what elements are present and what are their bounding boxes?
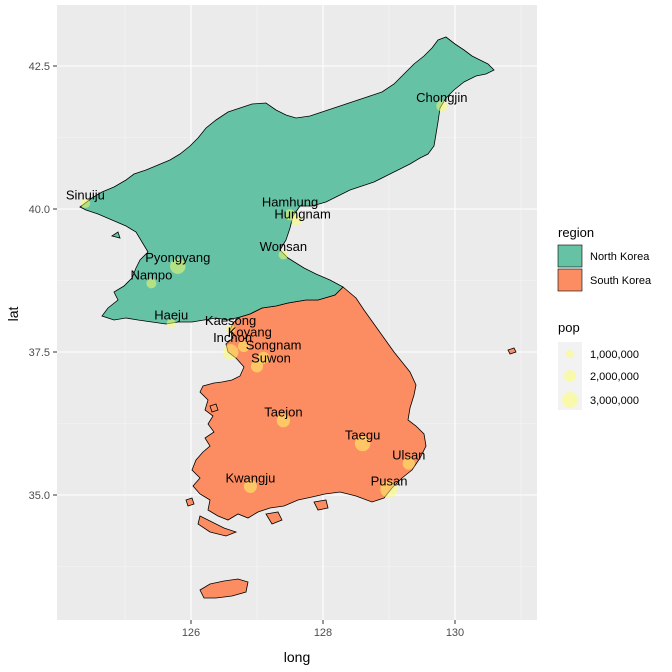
x-tick-label: 128 bbox=[314, 627, 332, 639]
city-label-hamhung: Hamhung bbox=[262, 195, 318, 210]
region-legend: region North Korea South Korea bbox=[557, 225, 652, 292]
city-point-inchon bbox=[222, 344, 239, 360]
legend-label-south-korea: South Korea bbox=[590, 275, 652, 287]
city-label-nampo: Nampo bbox=[130, 267, 172, 282]
x-axis: 126 128 130 bbox=[182, 620, 464, 639]
city-label-pyongyang: Pyongyang bbox=[145, 250, 210, 265]
city-label-ulsan: Ulsan bbox=[392, 448, 425, 463]
city-point-pyongyang bbox=[170, 258, 186, 274]
city-point-ulsan bbox=[402, 457, 415, 470]
city-point-sinuiju bbox=[80, 198, 91, 209]
city-point-koyang bbox=[237, 340, 250, 353]
city-points bbox=[80, 100, 448, 498]
y-axis-title: lat bbox=[5, 307, 21, 322]
city-point-chongjin bbox=[436, 100, 448, 112]
west-coast-islet bbox=[209, 403, 219, 413]
city-point-suwon bbox=[250, 360, 264, 373]
city-label-pusan: Pusan bbox=[371, 473, 408, 488]
south-korea-region bbox=[191, 286, 427, 521]
city-label-kwangju: Kwangju bbox=[225, 470, 275, 485]
pop-legend-label-1m: 1,000,000 bbox=[590, 349, 639, 361]
city-point-taegu bbox=[354, 435, 371, 452]
city-point-taejon bbox=[276, 413, 291, 428]
city-label-chongjin: Chongjin bbox=[416, 90, 467, 105]
pop-legend-dot-2m bbox=[564, 370, 576, 382]
y-axis: 35.0 37.5 40.0 42.5 bbox=[29, 61, 57, 502]
south-coast-islet-4 bbox=[185, 497, 195, 507]
city-point-kwangju bbox=[243, 479, 257, 493]
city-label-suwon: Suwon bbox=[251, 350, 291, 365]
city-label-sinuiju: Sinuiju bbox=[66, 187, 105, 202]
south-coast-islet-2 bbox=[265, 511, 283, 525]
jeju-island bbox=[199, 578, 249, 599]
city-label-inchon: Inchon bbox=[213, 330, 252, 345]
city-label-taegu: Taegu bbox=[345, 428, 380, 443]
south-coast-islet-1 bbox=[197, 515, 238, 537]
north-korea-region bbox=[79, 36, 495, 325]
pop-legend-title: pop bbox=[558, 320, 580, 335]
x-tick-label: 130 bbox=[446, 627, 464, 639]
city-point-hungnam bbox=[291, 215, 302, 226]
pop-legend-dot-3m bbox=[562, 392, 578, 408]
city-label-wonsan: Wonsan bbox=[260, 239, 307, 254]
city-point-haeju bbox=[166, 318, 176, 328]
city-point-wonsan bbox=[278, 249, 289, 260]
south-coast-islet-3 bbox=[313, 499, 329, 511]
legend-label-north-korea: North Korea bbox=[590, 251, 650, 263]
legend-key-north-korea bbox=[557, 244, 583, 268]
city-label-kaesong: Kaesong bbox=[205, 313, 256, 328]
pop-legend: pop 1,000,000 2,000,000 3,000,000 bbox=[558, 320, 639, 410]
ulleung-island bbox=[507, 347, 517, 355]
city-label-koyang: Koyang bbox=[228, 324, 272, 339]
pop-legend-label-2m: 2,000,000 bbox=[590, 371, 639, 383]
city-point-pusan bbox=[380, 480, 398, 498]
legend-key-south-korea bbox=[557, 268, 583, 292]
pop-legend-dot-1m bbox=[566, 350, 574, 358]
region-legend-title: region bbox=[558, 225, 594, 240]
y-tick-label: 37.5 bbox=[29, 347, 50, 359]
y-tick-label: 40.0 bbox=[29, 204, 50, 216]
north-islet bbox=[111, 231, 121, 239]
x-tick-label: 126 bbox=[182, 627, 200, 639]
city-label-taejon: Taejon bbox=[264, 405, 302, 420]
city-label-songnam: Songnam bbox=[246, 338, 302, 353]
city-point-nampo bbox=[146, 278, 157, 289]
city-label-hungnam: Hungnam bbox=[274, 206, 330, 221]
city-label-haeju: Haeju bbox=[154, 307, 188, 322]
city-point-kaesong bbox=[225, 324, 236, 334]
x-axis-title: long bbox=[284, 649, 310, 665]
y-tick-label: 35.0 bbox=[29, 490, 50, 502]
pop-legend-label-3m: 3,000,000 bbox=[590, 395, 639, 407]
city-point-songnam bbox=[257, 351, 270, 364]
y-tick-label: 42.5 bbox=[29, 61, 50, 73]
